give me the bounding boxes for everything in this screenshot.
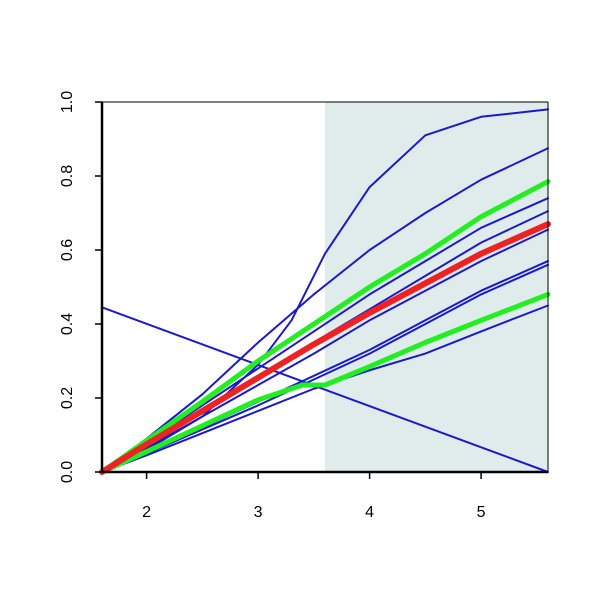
series-line-2-blue [101, 147, 549, 473]
series-line-12-red [99, 221, 551, 475]
axes-layer: 2 3 4 5 0.0 0.2 0.4 0.6 0.8 1.0 [59, 91, 549, 521]
x-tick-label-5: 5 [477, 504, 486, 521]
series-layer [99, 108, 551, 475]
series-line-5-blue [101, 228, 549, 473]
series-line-10-green [99, 179, 551, 475]
x-tick-label-3: 3 [254, 504, 263, 521]
y-tick-label-0.0: 0.0 [59, 461, 76, 483]
y-tick-label-0.2: 0.2 [59, 387, 76, 409]
y-tick-label-0.4: 0.4 [59, 313, 76, 335]
x-tick-label-4: 4 [365, 504, 374, 521]
series-line-9-blue [101, 306, 549, 473]
y-tick-label-0.8: 0.8 [59, 165, 76, 187]
series-line-11-green [99, 291, 551, 475]
y-tick-label-1.0: 1.0 [59, 91, 76, 113]
series-line-8-blue [101, 304, 549, 473]
x-tick-label-2: 2 [142, 504, 151, 521]
y-tick-label-0.6: 0.6 [59, 239, 76, 261]
shaded-region [325, 102, 548, 472]
